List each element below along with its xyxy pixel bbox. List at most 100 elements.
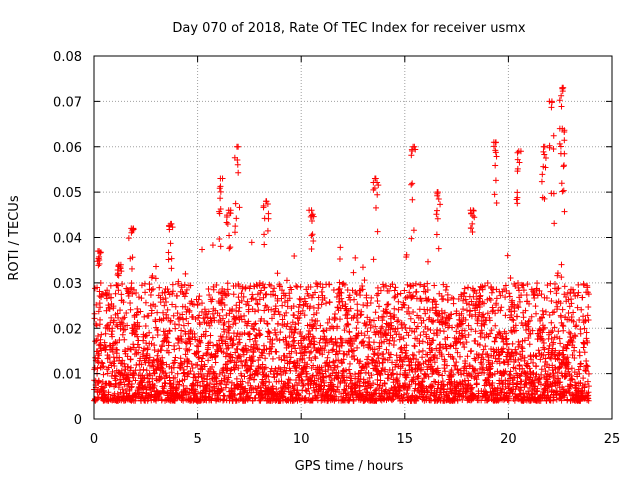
data-point: [229, 354, 236, 361]
data-point: [104, 370, 111, 377]
data-point: [195, 296, 202, 303]
data-point: [127, 364, 134, 371]
data-point: [104, 287, 111, 294]
data-point: [276, 337, 283, 344]
data-point: [154, 352, 161, 359]
data-point: [163, 334, 170, 341]
data-point: [192, 374, 199, 381]
data-point: [183, 385, 190, 392]
data-point: [254, 385, 261, 392]
data-point: [172, 325, 179, 332]
data-point: [258, 287, 265, 294]
data-point: [257, 331, 264, 338]
x-tick-label: 20: [500, 432, 517, 447]
data-point: [252, 320, 259, 327]
data-point: [95, 308, 102, 315]
data-point: [186, 346, 193, 353]
data-point: [134, 305, 141, 312]
data-point: [267, 282, 274, 289]
data-point: [201, 314, 208, 321]
data-point: [285, 341, 292, 348]
data-point: [194, 361, 201, 368]
data-point: [160, 296, 167, 303]
data-point: [223, 333, 230, 340]
data-point: [221, 302, 228, 309]
data-point: [241, 312, 248, 319]
data-point: [200, 375, 207, 382]
data-point: [278, 287, 285, 294]
data-point: [246, 331, 253, 338]
data-point: [266, 330, 273, 337]
data-point: [288, 286, 295, 293]
data-point: [235, 282, 242, 289]
data-point: [127, 306, 134, 313]
data-point: [131, 370, 138, 377]
y-tick-label: 0.02: [53, 322, 82, 337]
data-point: [122, 326, 129, 333]
data-point: [138, 361, 145, 368]
data-point: [134, 333, 141, 340]
data-point: [178, 327, 185, 334]
data-point: [151, 382, 158, 389]
data-point: [275, 320, 282, 327]
data-point: [187, 340, 194, 347]
data-point: [187, 327, 194, 334]
data-point: [170, 364, 177, 371]
data-point: [169, 281, 176, 288]
data-point: [170, 381, 177, 388]
data-point: [274, 270, 281, 277]
data-point: [271, 311, 278, 318]
data-point: [228, 357, 235, 364]
data-point: [183, 315, 190, 322]
data-point: [246, 330, 253, 337]
data-point: [255, 307, 262, 314]
data-point: [224, 280, 231, 287]
data-point: [259, 350, 266, 357]
data-point: [291, 337, 298, 344]
data-point: [200, 383, 207, 390]
data-point: [118, 291, 125, 298]
data-point: [260, 294, 267, 301]
data-point: [190, 381, 197, 388]
data-point: [251, 308, 258, 315]
data-point: [266, 379, 273, 386]
data-point: [120, 320, 127, 327]
data-point: [176, 378, 183, 385]
data-point: [112, 373, 119, 380]
data-point: [97, 316, 104, 323]
data-points: [91, 84, 592, 404]
x-tick-label: 5: [193, 432, 201, 447]
data-point: [219, 315, 226, 322]
data-point: [174, 310, 181, 317]
data-point: [117, 307, 124, 314]
data-point: [197, 339, 204, 346]
y-tick-label: 0: [74, 413, 82, 428]
data-point: [180, 397, 187, 404]
data-point: [100, 363, 107, 370]
data-point: [142, 323, 149, 330]
data-point: [108, 294, 115, 301]
data-point: [97, 304, 104, 311]
data-point: [192, 388, 199, 395]
data-point: [148, 307, 155, 314]
data-point: [121, 314, 128, 321]
data-point: [289, 338, 296, 345]
data-point: [134, 309, 141, 316]
data-point: [219, 296, 226, 303]
data-point: [156, 391, 163, 398]
data-point: [267, 368, 274, 375]
data-point: [110, 354, 117, 361]
data-point: [148, 340, 155, 347]
data-point: [271, 374, 278, 381]
data-point: [142, 299, 149, 306]
data-point: [177, 314, 184, 321]
data-point: [92, 354, 99, 361]
data-point: [252, 337, 259, 344]
data-point: [271, 391, 278, 398]
data-point: [230, 321, 237, 328]
data-point: [91, 364, 98, 371]
data-point: [225, 318, 232, 325]
data-point: [229, 306, 236, 313]
data-point: [111, 317, 118, 324]
data-point: [269, 337, 276, 344]
